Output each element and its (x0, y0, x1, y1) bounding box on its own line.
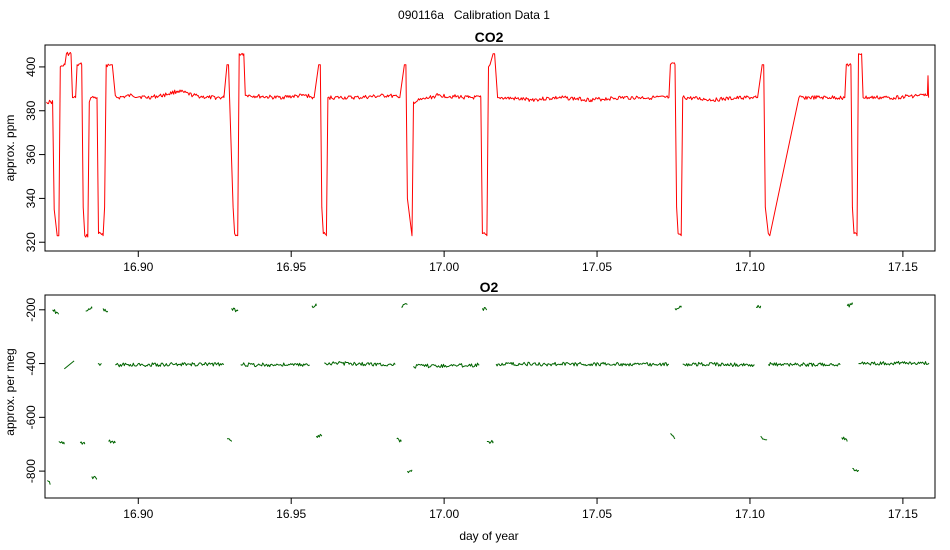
o2-series-segment (91, 475, 98, 480)
o2-series-segment (58, 441, 65, 445)
o2-series-segment (682, 361, 755, 367)
o2-series-segment (495, 361, 669, 367)
o2-series-segment (486, 439, 494, 444)
o2-series-segment (767, 362, 841, 367)
o2-x-tick-label: 16.95 (276, 507, 306, 521)
o2-y-tick-label: -200 (24, 297, 38, 321)
o2-series-segment (846, 302, 853, 308)
co2-series-line (46, 51, 930, 238)
co2-chart-title: CO2 (475, 29, 504, 45)
o2-panel: O2 approx. per meg day of year 16.90 16.9… (3, 279, 936, 543)
o2-series-segment (670, 433, 676, 440)
co2-x-tick-label: 17.05 (582, 260, 612, 274)
co2-x-tick-label: 17.00 (429, 260, 459, 274)
co2-x-tick-label: 16.90 (123, 260, 153, 274)
o2-x-tick-label: 17.10 (735, 507, 765, 521)
figure-title: 090116a Calibration Data 1 (398, 8, 550, 22)
co2-y-tick-label: 380 (24, 100, 38, 120)
o2-series-segment (52, 309, 60, 315)
o2-series-segment (240, 362, 310, 368)
o2-series-segment (401, 303, 408, 308)
o2-x-tick-label: 16.90 (123, 507, 153, 521)
o2-x-tick-label: 17.15 (888, 507, 918, 521)
o2-series-segment (311, 303, 317, 309)
o2-y-axis-label: approx. per meg (3, 348, 17, 435)
co2-x-tick-label: 16.95 (276, 260, 306, 274)
o2-plot-area: 16.90 16.95 17.00 17.05 17.10 17.15 -800 -600 -4… (24, 297, 930, 521)
o2-y-tick-label: -800 (24, 459, 38, 483)
o2-x-tick-label: 17.05 (582, 507, 612, 521)
o2-x-tick-label: 17.00 (429, 507, 459, 521)
o2-series-segment (481, 307, 488, 311)
o2-series-segment (315, 433, 323, 438)
o2-series-segment (858, 360, 930, 366)
o2-series-segment (102, 308, 109, 313)
o2-x-axis-label: day of year (459, 529, 518, 543)
co2-y-tick-label: 340 (24, 188, 38, 208)
o2-series-segment (396, 437, 402, 443)
co2-x-tick-label: 17.15 (888, 260, 918, 274)
co2-x-tick-label: 17.10 (735, 260, 765, 274)
o2-series-segment (852, 467, 859, 472)
o2-y-tick-label: -400 (24, 351, 38, 375)
co2-panel: CO2 approx. ppm 16.90 16.95 17.00 17.05 17.1… (3, 29, 936, 274)
o2-series-segment (226, 438, 233, 442)
o2-y-tick-label: -600 (24, 405, 38, 429)
o2-series-segment (85, 306, 93, 312)
o2-series-segment (406, 469, 413, 474)
o2-series-segment (97, 363, 102, 366)
co2-y-tick-label: 360 (24, 144, 38, 164)
co2-y-tick-label: 400 (24, 57, 38, 77)
o2-chart-title: O2 (480, 279, 499, 295)
o2-series-segment (115, 362, 225, 368)
co2-y-axis-label: approx. ppm (3, 115, 17, 182)
o2-series-segment (760, 435, 768, 441)
o2-series-segment (47, 480, 51, 485)
co2-y-tick-label: 320 (24, 232, 38, 252)
co2-plot-frame (44, 44, 936, 252)
o2-series-segment (413, 362, 480, 369)
o2-series-segment (755, 304, 762, 309)
o2-series-segment (841, 436, 848, 442)
o2-series-segment (108, 439, 116, 444)
o2-series-segment (231, 307, 239, 313)
o2-series-segment (674, 305, 682, 311)
o2-series-segment (324, 361, 396, 367)
o2-series-segment (63, 360, 75, 370)
o2-series-segment (79, 441, 86, 445)
o2-plot-frame (44, 294, 936, 499)
co2-plot-area: 16.90 16.95 17.00 17.05 17.10 17.15 320 340 360 3… (24, 51, 930, 274)
